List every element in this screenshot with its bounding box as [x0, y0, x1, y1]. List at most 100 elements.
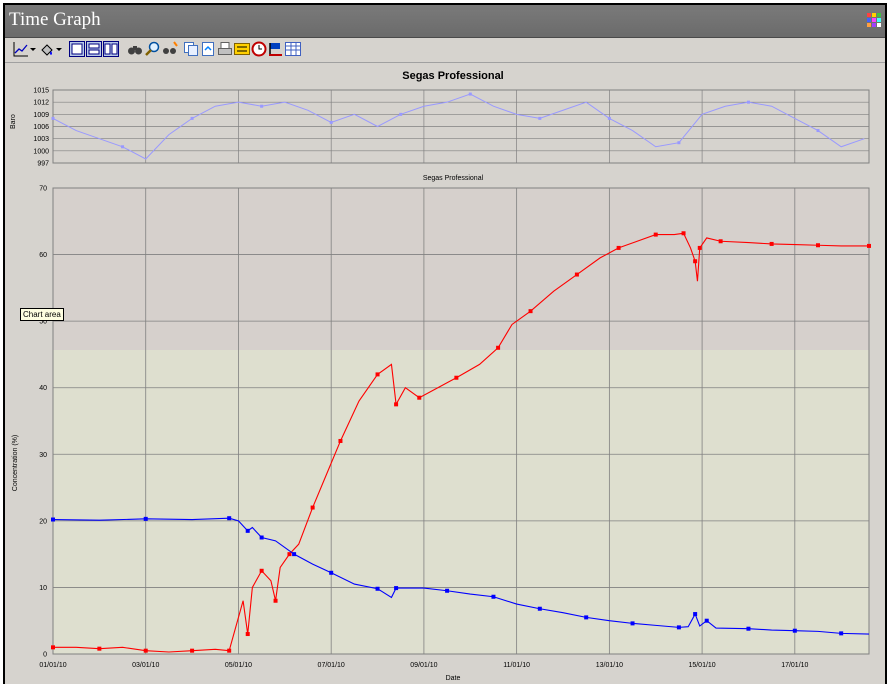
- baro-y-tick-label: 1015: [33, 88, 49, 95]
- baro-point: [607, 116, 611, 120]
- red-series-point: [681, 231, 686, 236]
- baro-point: [51, 116, 55, 120]
- blue-series-point: [143, 516, 148, 521]
- paint-icon[interactable]: [39, 41, 55, 57]
- dropdown-arrow-icon[interactable]: [55, 41, 63, 57]
- baro-point: [677, 141, 681, 145]
- main-y-ticks: 0 10 20 30 40 50 60 70: [39, 186, 47, 659]
- blue-series-point: [537, 606, 542, 611]
- red-series-point: [616, 245, 621, 250]
- line-chart-icon[interactable]: [13, 41, 29, 57]
- baro-y-tick-label: 1003: [33, 136, 49, 143]
- red-series-point: [417, 395, 422, 400]
- blue-series-point: [676, 625, 681, 630]
- zoom-icon[interactable]: [145, 41, 161, 57]
- red-series-point: [245, 632, 250, 637]
- baro-point: [399, 112, 403, 116]
- blue-series-point: [746, 626, 751, 631]
- plot-lower-band: [53, 350, 869, 654]
- main-series: [51, 231, 871, 653]
- baro-point: [121, 145, 125, 149]
- baro-point: [746, 100, 750, 104]
- red-series-point: [394, 402, 399, 407]
- chart-area[interactable]: Segas Professional 997 1000 1003 1006 1009 10…: [5, 63, 885, 684]
- red-series-point: [287, 552, 292, 557]
- baro-point: [329, 120, 333, 124]
- app-window: Time Graph Segas Professional 99: [3, 3, 887, 684]
- table-icon[interactable]: [285, 41, 301, 57]
- plot-upper-band: [53, 188, 869, 350]
- blue-series-point: [584, 615, 589, 620]
- blue-series-point: [245, 528, 250, 533]
- red-series-point: [273, 598, 278, 603]
- red-series-point: [338, 438, 343, 443]
- main-x-axis-label: Date: [446, 675, 461, 682]
- red-series-point: [693, 259, 698, 264]
- baro-point: [190, 116, 194, 120]
- main-x-tick-label: 13/01/10: [596, 662, 623, 669]
- flag-icon[interactable]: [268, 41, 284, 57]
- blue-series-point: [227, 516, 232, 521]
- red-series-point: [51, 645, 55, 650]
- main-y-tick-label: 60: [39, 252, 47, 259]
- blue-series-point: [292, 552, 297, 557]
- view2-icon[interactable]: [86, 41, 102, 57]
- blue-series-point: [704, 618, 709, 623]
- main-x-tick-label: 17/01/10: [781, 662, 808, 669]
- main-y-tick-label: 50: [39, 319, 47, 326]
- baro-series-line: [52, 93, 865, 160]
- legend-icon[interactable]: [234, 41, 250, 57]
- copy-icon[interactable]: [183, 41, 199, 57]
- clock-icon[interactable]: [251, 41, 267, 57]
- main-x-tick-label: 11/01/10: [503, 662, 530, 669]
- chart-area-tooltip: Chart area: [20, 308, 64, 321]
- red-series-point: [227, 648, 232, 653]
- baro-chart-title: Segas Professional: [402, 70, 504, 82]
- red-series-point: [769, 241, 774, 246]
- blue-series-point: [630, 621, 635, 626]
- baro-point: [816, 129, 820, 133]
- baro-point: [260, 104, 264, 108]
- main-x-tick-label: 07/01/10: [318, 662, 345, 669]
- red-series-point: [697, 245, 702, 250]
- main-grid: [52, 187, 870, 655]
- blue-series-point: [375, 586, 380, 591]
- toolbar: [5, 38, 885, 63]
- blue-series-point: [329, 570, 334, 575]
- blue-series-point: [839, 631, 844, 636]
- main-y-tick-label: 20: [39, 518, 47, 525]
- grid-icon[interactable]: [867, 13, 881, 27]
- export-icon[interactable]: [200, 41, 216, 57]
- main-y-tick-label: 70: [39, 186, 47, 193]
- red-series-point: [375, 372, 380, 377]
- window-title: Time Graph: [9, 9, 101, 30]
- baro-y-tick-label: 1009: [33, 112, 49, 119]
- baro-y-axis-label: Baro: [10, 114, 17, 129]
- red-series-point: [653, 232, 658, 237]
- red-series-point: [528, 309, 533, 314]
- main-x-tick-label: 03/01/10: [132, 662, 159, 669]
- baro-point: [468, 92, 472, 96]
- main-y-tick-label: 0: [43, 652, 47, 659]
- red-series-point: [190, 648, 195, 653]
- main-y-tick-label: 10: [39, 585, 47, 592]
- dropdown-arrow-icon[interactable]: [29, 41, 37, 57]
- main-y-axis-label: Concentration (%): [12, 435, 19, 491]
- red-series-point: [496, 345, 501, 350]
- blue-series-point: [693, 612, 698, 617]
- red-series-point: [97, 646, 102, 651]
- title-bar: Time Graph: [5, 5, 885, 38]
- view3-icon[interactable]: [103, 41, 119, 57]
- main-y-tick-label: 40: [39, 385, 47, 392]
- time-graph-chart[interactable]: Segas Professional 997 1000 1003 1006 1009 10…: [5, 63, 885, 684]
- print-icon[interactable]: [217, 41, 233, 57]
- baro-point: [538, 116, 542, 120]
- red-series-point: [143, 648, 148, 653]
- find-icon[interactable]: [162, 41, 178, 57]
- binoculars-icon[interactable]: [127, 41, 143, 57]
- baro-y-ticks: 997 1000 1003 1006 1009 1012 1015: [33, 88, 49, 168]
- red-series-point: [259, 568, 264, 573]
- main-x-tick-label: 01/01/10: [39, 662, 66, 669]
- view1-icon[interactable]: [69, 41, 85, 57]
- red-series-point: [718, 239, 723, 244]
